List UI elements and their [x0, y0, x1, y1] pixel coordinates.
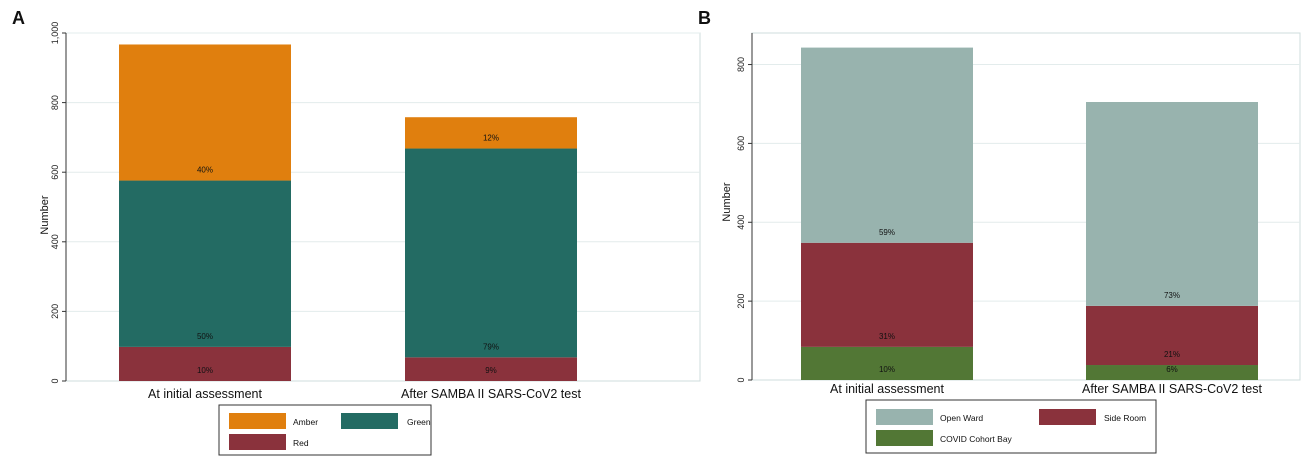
data-label: 9% — [485, 366, 497, 375]
x-category-label: After SAMBA II SARS-CoV2 test — [1082, 382, 1262, 396]
x-category-label: At initial assessment — [830, 382, 944, 396]
legend-label: Green — [407, 417, 431, 427]
x-category-label: At initial assessment — [148, 387, 262, 401]
legend-label: Open Ward — [940, 413, 983, 423]
bar-covid-cohort-bay — [801, 346, 973, 380]
data-label: 21% — [1164, 350, 1180, 359]
bar-red — [405, 357, 577, 381]
legend-label: Red — [293, 438, 309, 448]
y-tick-label: 600 — [50, 165, 60, 180]
y-tick-label: 1,000 — [50, 22, 60, 45]
legend-swatch — [229, 413, 286, 429]
legend-label: Amber — [293, 417, 318, 427]
legend-swatch — [341, 413, 398, 429]
bar-amber — [405, 117, 577, 149]
bar-covid-cohort-bay — [1086, 365, 1258, 380]
legend-swatch — [876, 430, 933, 446]
data-label: 10% — [197, 366, 213, 375]
legend: Open Ward Side Room COVID Cohort Bay — [865, 399, 1157, 454]
data-label: 40% — [197, 166, 213, 175]
panel-label: B — [698, 8, 711, 28]
y-tick-label: 800 — [736, 57, 746, 72]
y-tick-label: 200 — [736, 294, 746, 309]
y-tick-label: 0 — [50, 378, 60, 383]
bar-amber — [119, 44, 291, 181]
y-tick-label: 200 — [50, 304, 60, 319]
bar-side-room — [1086, 305, 1258, 366]
data-label: 79% — [483, 342, 499, 351]
y-tick-label: 600 — [736, 136, 746, 151]
chart-panel-a: A 0 200 400 600 800 1,000 Number 10% 50% 40% At ini… — [12, 8, 701, 456]
data-label: 12% — [483, 134, 499, 143]
data-label: 73% — [1164, 291, 1180, 300]
legend-swatch — [229, 434, 286, 450]
panel-label: A — [12, 8, 25, 28]
bar-side-room — [801, 242, 973, 347]
data-label: 50% — [197, 332, 213, 341]
y-axis-label: Number — [721, 182, 733, 221]
bar-red — [119, 346, 291, 381]
bar-open-ward — [801, 47, 973, 243]
y-axis-label: Number — [39, 195, 51, 234]
legend-swatch — [876, 409, 933, 425]
y-tick-label: 0 — [736, 377, 746, 382]
x-category-label: After SAMBA II SARS-CoV2 test — [401, 387, 581, 401]
y-tick-label: 400 — [736, 215, 746, 230]
data-label: 59% — [879, 228, 895, 237]
chart-panel-b: B 0 200 400 600 800 Number 10% 31% 59% At initial … — [698, 8, 1301, 454]
legend-label: Side Room — [1104, 413, 1146, 423]
y-tick-label: 400 — [50, 234, 60, 249]
data-label: 10% — [879, 365, 895, 374]
bar-open-ward — [1086, 102, 1258, 306]
bar-green — [405, 148, 577, 358]
legend-swatch — [1039, 409, 1096, 425]
y-tick-label: 800 — [50, 95, 60, 110]
bar-green — [119, 180, 291, 347]
legend: Amber Green Red — [218, 404, 432, 456]
data-label: 31% — [879, 332, 895, 341]
data-label: 6% — [1166, 365, 1178, 374]
legend-label: COVID Cohort Bay — [940, 434, 1013, 444]
